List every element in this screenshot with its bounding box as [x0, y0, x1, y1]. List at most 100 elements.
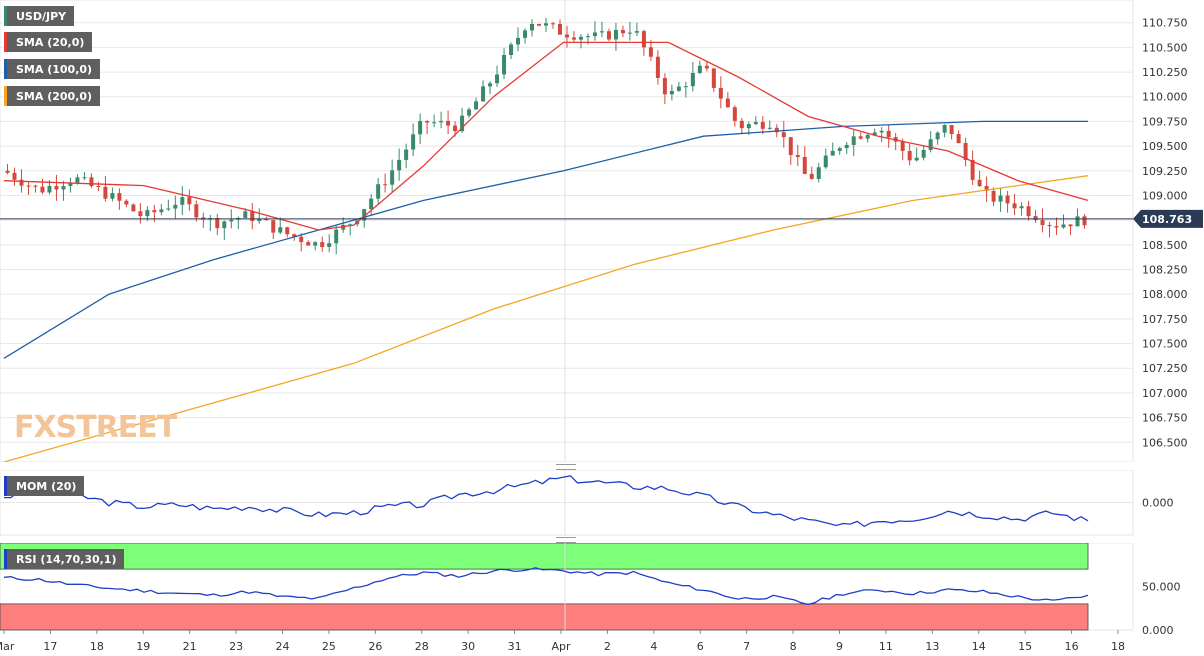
x-tick-label: 6: [697, 640, 704, 653]
y-tick-label: 108.500: [1142, 239, 1188, 252]
candle-body: [432, 122, 437, 124]
candle-body: [711, 68, 716, 88]
y-tick-label: 110.000: [1142, 91, 1188, 104]
candle-body: [956, 134, 961, 144]
pane-divider-2[interactable]: [0, 535, 1133, 543]
candle-body: [564, 34, 569, 38]
candle-body: [467, 109, 472, 116]
candle-body: [166, 208, 171, 210]
candle-body: [173, 204, 178, 209]
momentum-chart[interactable]: 0.000: [0, 470, 1204, 540]
candle-body: [47, 185, 52, 193]
legend-mom[interactable]: MOM (20): [4, 476, 85, 496]
candle-body: [502, 54, 507, 75]
candle-body: [313, 242, 318, 246]
candle-body: [942, 124, 947, 133]
candle-body: [306, 242, 311, 246]
candle-body: [138, 211, 143, 217]
candle-body: [1019, 206, 1024, 209]
x-tick-label: 2: [604, 640, 611, 653]
candle-body: [334, 229, 339, 244]
y-tick-label: 110.500: [1142, 41, 1188, 54]
candle-body: [578, 36, 583, 40]
candle-body: [348, 224, 353, 226]
candle-body: [844, 144, 849, 149]
x-tick-label: 18: [90, 640, 104, 653]
candle-body: [1033, 216, 1038, 221]
candle-body: [89, 177, 94, 187]
candle-body: [397, 159, 402, 171]
candle-body: [760, 121, 765, 129]
x-tick-label: 13: [925, 640, 939, 653]
candle-body: [26, 185, 31, 187]
legend-sma20-label: SMA (20,0): [16, 35, 85, 49]
y-tick-label: 106.500: [1142, 436, 1188, 449]
candle-body: [788, 137, 793, 155]
rsi-chart[interactable]: 50.0000.000Mar1718192123242526283031Apr2…: [0, 543, 1204, 656]
candle-body: [886, 130, 891, 138]
y-tick-label: 109.500: [1142, 140, 1188, 153]
x-tick-label: 28: [415, 640, 429, 653]
candle-body: [446, 120, 451, 126]
candle-body: [935, 132, 940, 140]
x-tick-label: 18: [1111, 640, 1125, 653]
candle-body: [641, 31, 646, 48]
candle-body: [774, 127, 779, 133]
candle-body: [411, 134, 416, 150]
legend-sma200[interactable]: SMA (200,0): [4, 86, 101, 106]
legend-rsi[interactable]: RSI (14,70,30,1): [4, 549, 125, 569]
x-tick-label: 31: [508, 640, 522, 653]
y-tick-label: 107.500: [1142, 338, 1188, 351]
y-tick-label: 0.000: [1142, 624, 1174, 637]
sma200-line: [3, 175, 1089, 462]
y-tick-label: 108.250: [1142, 264, 1188, 277]
legend-symbol-label: USD/JPY: [16, 9, 67, 23]
x-tick-label: 14: [972, 640, 986, 653]
price-chart[interactable]: 110.750 110.500 110.250 110.000 109.750 109.5…: [0, 0, 1204, 462]
candle-body: [75, 177, 80, 183]
pane-divider-1[interactable]: [0, 462, 1133, 470]
y-tick-label: 110.250: [1142, 66, 1188, 79]
legend-swatch: [4, 32, 7, 52]
candle-body: [669, 90, 674, 95]
x-tick-label: Mar: [0, 640, 15, 653]
candle-body: [439, 120, 444, 123]
x-tick-label: 23: [229, 640, 243, 653]
y-tick-label: 110.750: [1142, 17, 1188, 30]
candle-body: [1040, 220, 1045, 226]
candle-body: [285, 227, 290, 235]
y-tick-label: 107.250: [1142, 362, 1188, 375]
candle-body: [369, 198, 374, 210]
candle-body: [33, 185, 38, 187]
legend-symbol[interactable]: USD/JPY: [4, 6, 75, 26]
x-tick-label: 19: [136, 640, 150, 653]
mom-line: [4, 475, 1089, 528]
candle-body: [648, 47, 653, 57]
plot-area: [0, 0, 1134, 462]
candle-body: [257, 218, 262, 222]
candle-body: [998, 195, 1003, 202]
y-tick-label: 109.000: [1142, 189, 1188, 202]
candle-body: [523, 30, 528, 38]
candle-body: [145, 210, 150, 217]
candle-body: [187, 197, 192, 205]
rsi-oversold-zone: [0, 603, 1089, 631]
candle-body: [390, 170, 395, 185]
candle-body: [557, 23, 562, 35]
legend-sma20[interactable]: SMA (20,0): [4, 32, 93, 52]
candle-body: [739, 120, 744, 129]
legend-mom-label: MOM (20): [16, 479, 77, 493]
candle-body: [131, 204, 136, 212]
candle-body: [851, 136, 856, 145]
candle-body: [222, 221, 227, 229]
candle-body: [599, 31, 604, 33]
candle-body: [767, 127, 772, 129]
candle-body: [96, 186, 101, 188]
candle-body: [662, 77, 667, 95]
candle-body: [963, 143, 968, 160]
x-tick-label: 9: [836, 640, 843, 653]
candle-body: [509, 44, 514, 55]
legend-sma100[interactable]: SMA (100,0): [4, 59, 101, 79]
candle-body: [110, 193, 115, 199]
candle-body: [1047, 225, 1052, 227]
